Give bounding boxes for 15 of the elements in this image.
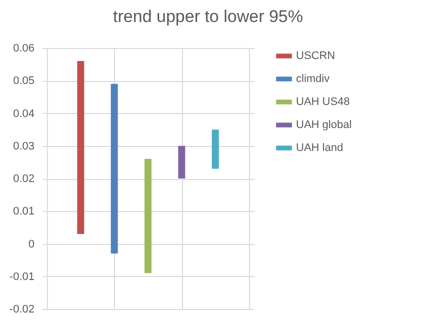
y-tick-label: 0.03 (13, 140, 34, 152)
legend-label: UAH land (296, 142, 344, 154)
chart-title: trend upper to lower 95% (113, 7, 303, 26)
legend-label: climdiv (296, 73, 330, 85)
y-tick-label: 0 (28, 238, 34, 250)
y-tick-label: 0.04 (13, 108, 34, 120)
legend-label: USCRN (296, 50, 336, 62)
legend-label: UAH US48 (296, 96, 350, 108)
y-tick-label: 0.06 (13, 42, 34, 54)
y-tick-label: -0.01 (9, 270, 34, 283)
y-tick-label: 0.02 (13, 173, 34, 185)
y-tick-label: 0.01 (13, 206, 34, 218)
y-tick-label: -0.02 (9, 304, 34, 316)
legend-label: UAH global (296, 119, 352, 131)
y-tick-label: 0.05 (13, 75, 34, 88)
